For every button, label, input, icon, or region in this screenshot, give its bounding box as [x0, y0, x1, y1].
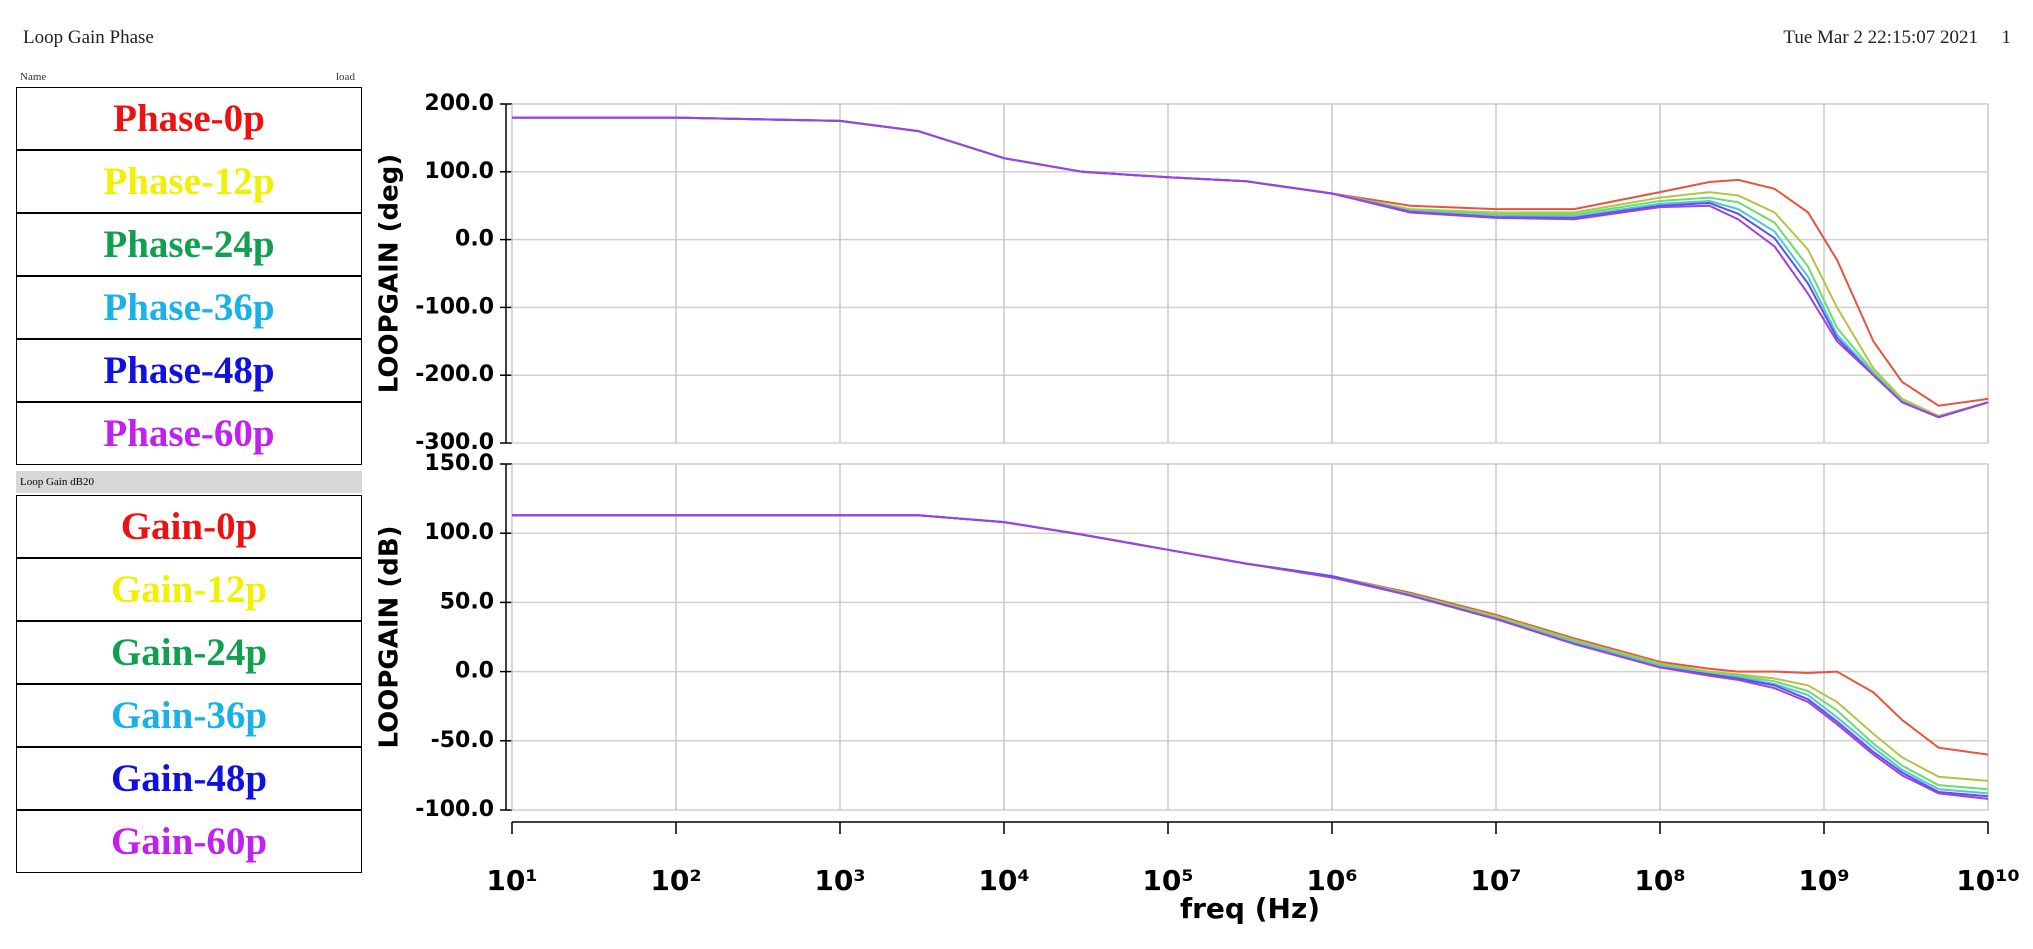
y-axis-label: LOOPGAIN (dB) — [375, 525, 405, 748]
y-tick-label: -100.0 — [415, 294, 494, 319]
x-tick-label: 10⁹ — [1798, 864, 1849, 897]
legend-entry: Phase-48p — [16, 339, 362, 402]
legend-entry: Gain-12p — [16, 558, 362, 621]
legend-entry: Phase-24p — [16, 213, 362, 276]
y-tick-label: 200.0 — [424, 91, 494, 116]
x-tick-label: 10⁶ — [1306, 864, 1357, 897]
legend-name-header: Name — [20, 71, 47, 83]
y-tick-label: 100.0 — [424, 520, 494, 545]
page-number: 1 — [2001, 27, 2012, 48]
legend-gain-header: Loop Gain dB20 — [16, 471, 362, 493]
plot-area — [511, 463, 1989, 811]
series-line — [512, 514, 1989, 800]
legend-entry: Gain-48p — [16, 747, 362, 810]
x-tick-label: 10⁷ — [1470, 864, 1521, 897]
series-line — [512, 116, 1989, 419]
x-tick-label: 10² — [650, 864, 701, 897]
legend-entry: Gain-0p — [16, 495, 362, 558]
y-tick-label: -300.0 — [415, 430, 494, 455]
y-tick-label: 0.0 — [455, 227, 494, 252]
y-axis-label: LOOPGAIN (deg) — [375, 154, 405, 393]
y-tick-label: -50.0 — [431, 728, 494, 753]
timestamp: Tue Mar 2 22:15:07 2021 — [1783, 27, 1978, 48]
y-tick-label: 150.0 — [424, 451, 494, 476]
x-tick-label: 10³ — [814, 864, 865, 897]
y-tick-label: -100.0 — [415, 797, 494, 822]
x-tick-label: 10¹ — [486, 864, 537, 897]
legend-entry: Phase-60p — [16, 402, 362, 465]
y-tick-label: 0.0 — [455, 659, 494, 684]
legend-entry: Gain-24p — [16, 621, 362, 684]
x-tick-label: 10⁵ — [1142, 864, 1193, 897]
plot-area — [511, 103, 1989, 444]
x-tick-label: 10¹⁰ — [1956, 864, 2020, 897]
legend-entry: Gain-36p — [16, 684, 362, 747]
legend-entry: Phase-12p — [16, 150, 362, 213]
x-tick-label: 10⁴ — [978, 864, 1029, 897]
legend-entry: Gain-60p — [16, 810, 362, 873]
legend-entry: Phase-36p — [16, 276, 362, 339]
x-axis-label: freq (Hz) — [1180, 892, 1320, 925]
legend-entry: Phase-0p — [16, 87, 362, 150]
y-tick-label: -200.0 — [415, 362, 494, 387]
x-tick-label: 10⁸ — [1634, 864, 1685, 897]
y-tick-label: 50.0 — [440, 589, 494, 614]
window-title: Loop Gain Phase — [23, 27, 154, 48]
y-tick-label: 100.0 — [424, 159, 494, 184]
legend-load-header: load — [336, 71, 355, 83]
